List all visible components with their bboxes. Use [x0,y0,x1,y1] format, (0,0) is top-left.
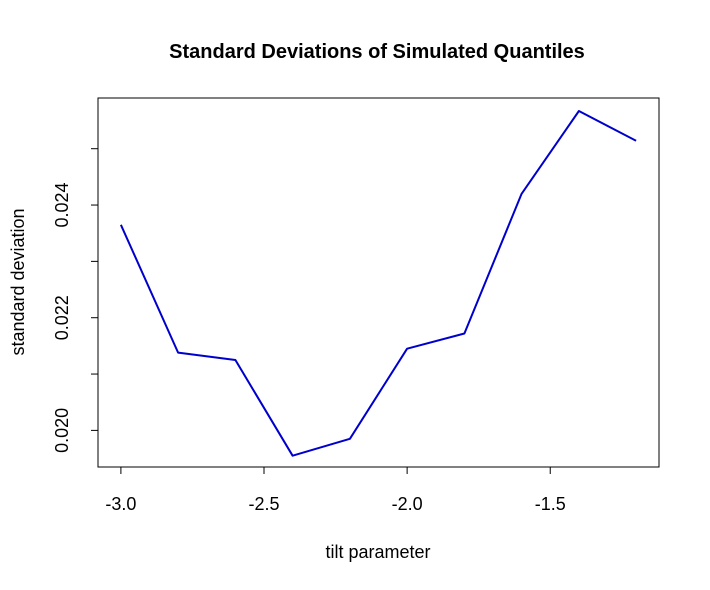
x-tick-label: -3.0 [105,494,136,514]
series-line [119,110,637,457]
x-tick-label: -1.5 [535,494,566,514]
y-tick-label: 0.022 [52,295,72,340]
y-axis-label: standard deviation [8,208,28,355]
x-tick-label: -2.5 [248,494,279,514]
plot-frame [97,97,660,468]
x-axis-label: tilt parameter [325,542,430,562]
chart-title: Standard Deviations of Simulated Quantil… [169,41,585,63]
y-tick-label: 0.020 [52,408,72,453]
x-axis: -3.0 -2.5 -2.0 -1.5 [105,466,566,514]
y-axis: 0.020 0.022 0.024 [52,148,99,453]
y-tick-label: 0.024 [52,183,72,228]
x-tick-label: -2.0 [392,494,423,514]
series-layer [119,110,637,457]
